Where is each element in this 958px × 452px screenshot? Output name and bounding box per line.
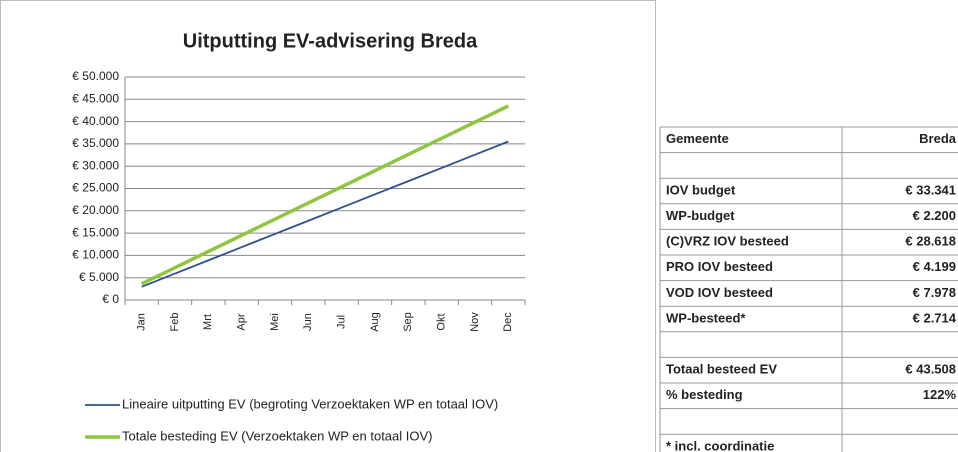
y-tick-label: € 0 xyxy=(102,292,119,306)
table-label: PRO IOV besteed xyxy=(666,259,773,274)
x-tick-label: Apr xyxy=(236,313,248,330)
table-label: % besteding xyxy=(666,387,743,402)
table-label: WP-budget xyxy=(666,208,735,223)
series-line xyxy=(141,140,509,288)
table-value: € 33.341 xyxy=(905,182,956,197)
y-tick-label: € 15.000 xyxy=(72,225,119,239)
table-label: Totaal besteed EV xyxy=(666,362,777,377)
x-tick-label: Okt xyxy=(436,313,448,330)
y-tick-label: € 30.000 xyxy=(72,158,119,172)
table-value: € 2.714 xyxy=(913,310,957,325)
x-tick-label: Jul xyxy=(336,315,348,329)
series-line xyxy=(140,104,510,286)
table-value: € 4.199 xyxy=(913,259,956,274)
y-tick-label: € 40.000 xyxy=(72,114,119,128)
x-tick-label: Sep xyxy=(402,312,414,332)
table-footnote: * incl. coordinatie xyxy=(666,438,774,452)
chart-title: Uitputting EV-advisering Breda xyxy=(183,30,478,52)
x-tick-label: Mei xyxy=(269,313,281,331)
y-tick-label: € 25.000 xyxy=(72,181,119,195)
chart-frame xyxy=(0,0,656,452)
table-label: (C)VRZ IOV besteed xyxy=(666,234,789,249)
y-tick-label: € 35.000 xyxy=(72,136,119,150)
table-label: Gemeente xyxy=(666,131,729,146)
y-tick-label: € 45.000 xyxy=(72,91,119,105)
table-value: Breda xyxy=(919,131,957,146)
table-label: VOD IOV besteed xyxy=(666,285,773,300)
x-tick-label: Mrt xyxy=(202,314,214,330)
table-value: 122% xyxy=(923,387,957,402)
legend-label: Lineaire uitputting EV (begroting Verzoe… xyxy=(122,396,498,411)
table-value: € 43.508 xyxy=(905,362,956,377)
x-tick-label: Nov xyxy=(469,312,481,332)
table-value: € 2.200 xyxy=(913,208,956,223)
table-label: WP-besteed* xyxy=(666,310,746,325)
y-tick-label: € 5.000 xyxy=(79,270,119,284)
y-tick-label: € 20.000 xyxy=(72,203,119,217)
x-tick-label: Feb xyxy=(169,313,181,332)
legend-label: Totale besteding EV (Verzoektaken WP en … xyxy=(122,428,433,443)
x-tick-label: Aug xyxy=(369,312,381,332)
x-tick-label: Dec xyxy=(502,312,514,332)
table-value: € 7.978 xyxy=(913,285,956,300)
table-value: € 28.618 xyxy=(905,234,956,249)
x-tick-label: Jun xyxy=(302,313,314,331)
x-tick-label: Jan xyxy=(136,313,148,331)
table-label: IOV budget xyxy=(666,182,736,197)
y-tick-label: € 50.000 xyxy=(72,69,119,83)
y-tick-label: € 10.000 xyxy=(72,248,119,262)
